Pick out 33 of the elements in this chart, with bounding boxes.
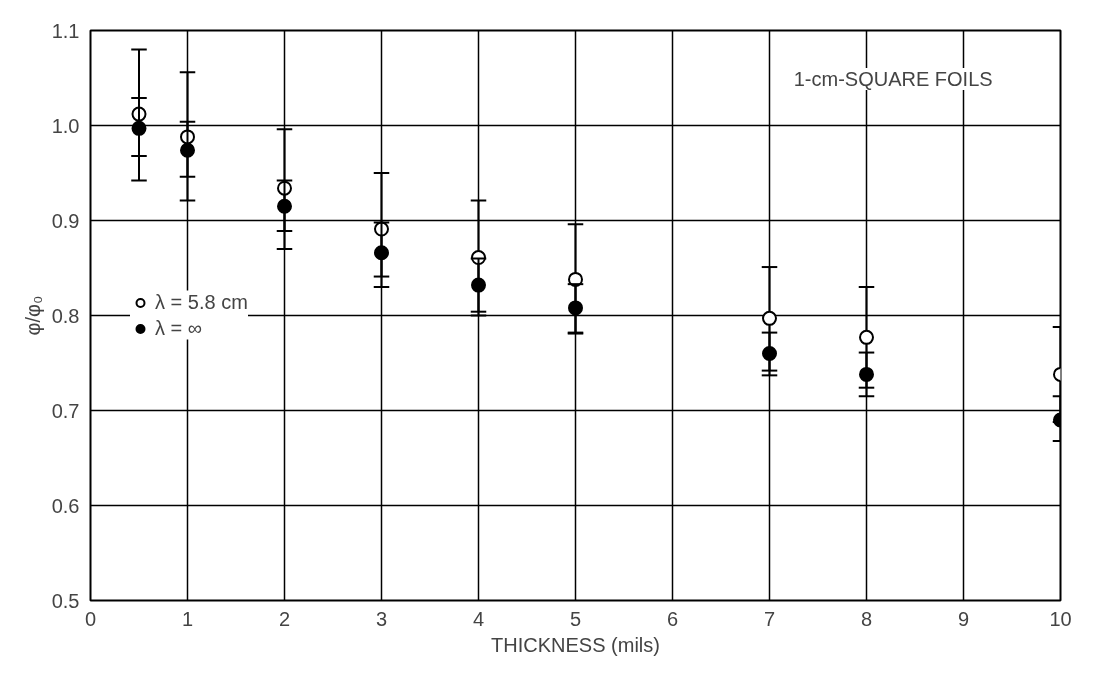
x-tick-label: 0 <box>84 607 97 630</box>
point <box>180 142 195 158</box>
x-tick-label: 1 <box>181 607 194 630</box>
point <box>131 120 147 136</box>
point <box>859 329 874 345</box>
legend-label: λ = ∞ <box>155 316 203 340</box>
y-tick-label: 0.9 <box>51 209 80 232</box>
point <box>762 346 777 361</box>
y-tick-label: 1.0 <box>51 114 80 137</box>
point <box>859 366 874 382</box>
point <box>568 300 583 316</box>
x-tick-label: 9 <box>957 607 970 630</box>
x-tick-label: 2 <box>278 607 291 630</box>
annotation: 1-cm-SQUARE FOILS <box>793 67 993 90</box>
y-tick-label: 0.7 <box>51 399 80 422</box>
x-tick-label: 10 <box>1049 607 1072 630</box>
y-tick-label: 1.1 <box>51 19 80 42</box>
x-tick-label: 5 <box>569 607 582 630</box>
x-tick-label: 3 <box>375 607 388 630</box>
y-tick-label: 0.5 <box>51 589 80 612</box>
y-axis-title: φ/φ₀ <box>21 295 44 336</box>
x-tick-label: 6 <box>666 607 679 630</box>
x-tick-label: 7 <box>763 607 776 630</box>
point <box>762 310 777 326</box>
y-tick-label: 0.6 <box>51 494 80 517</box>
legend-label: λ = 5.8 cm <box>155 290 248 314</box>
x-tick-label: 8 <box>860 607 873 630</box>
x-tick-label: 4 <box>472 607 485 630</box>
point <box>471 277 486 293</box>
x-axis-title: THICKNESS (mils) <box>491 633 660 656</box>
y-tick-label: 0.8 <box>51 304 80 327</box>
point <box>277 198 292 214</box>
point <box>374 245 389 261</box>
